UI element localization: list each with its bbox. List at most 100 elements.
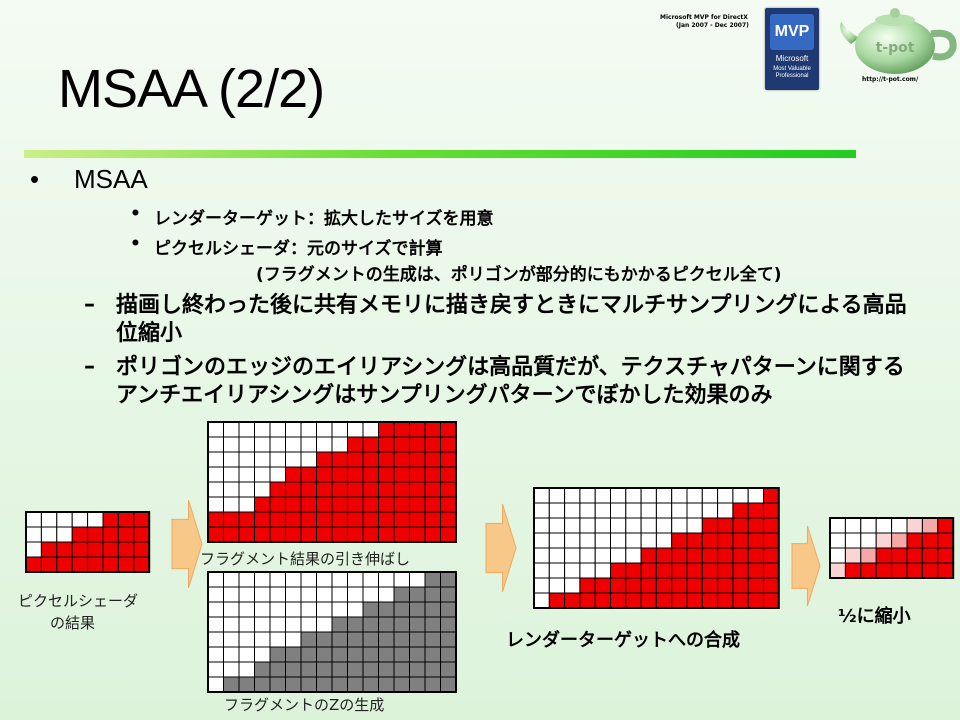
grid-cell xyxy=(829,532,846,549)
grid-cell xyxy=(747,502,765,519)
grid-cell xyxy=(347,586,364,603)
grid-cell xyxy=(71,511,89,528)
grid-cell xyxy=(594,592,612,609)
sub-bullet-marker: • xyxy=(130,204,141,224)
grid-cell xyxy=(747,547,765,564)
grid-cell xyxy=(393,436,410,453)
grid-cell xyxy=(548,562,566,579)
grid-cell xyxy=(254,586,271,603)
grid-cell xyxy=(223,646,240,663)
grid-cell xyxy=(732,562,749,579)
grid-cell xyxy=(362,661,379,678)
grid-cell xyxy=(362,436,379,453)
grid-cell xyxy=(117,526,135,543)
grid-cell xyxy=(40,541,58,558)
grid-cell xyxy=(747,592,765,609)
grid-cell xyxy=(640,502,657,519)
pixel-shader-grid xyxy=(25,511,151,573)
grid-cell xyxy=(564,502,581,519)
grid-cell xyxy=(686,592,703,609)
grid-cell xyxy=(747,487,765,504)
grid-cell xyxy=(316,586,333,603)
grid-cell xyxy=(300,496,317,513)
grid-cell xyxy=(300,586,317,603)
grid-cell xyxy=(285,436,302,453)
grid-cell xyxy=(378,616,395,633)
grid-cell xyxy=(133,541,150,558)
grid-cell xyxy=(424,676,441,693)
grid-cell xyxy=(378,526,395,543)
grid-cell xyxy=(701,547,719,564)
grid-cell xyxy=(25,541,42,558)
grid-cell xyxy=(409,586,426,603)
grid-cell xyxy=(56,511,73,528)
grid-cell xyxy=(269,631,286,648)
grid-cell xyxy=(285,466,302,483)
grid-cell xyxy=(331,526,348,543)
grid-cell xyxy=(610,517,627,534)
grid-cell xyxy=(102,511,119,528)
grid-cell xyxy=(331,571,348,588)
grid-cell xyxy=(763,577,780,594)
grid-cell xyxy=(625,547,642,564)
grid-cell xyxy=(347,676,364,693)
grid-cell xyxy=(25,511,42,528)
grid-cell xyxy=(906,517,923,534)
grid-cell xyxy=(440,421,457,438)
grid-cell xyxy=(331,661,348,678)
grid-cell xyxy=(87,556,104,573)
grid-cell xyxy=(71,541,89,558)
grid-cell xyxy=(533,502,550,519)
grid-cell xyxy=(362,481,379,498)
grid-cell xyxy=(625,502,642,519)
grid-cell xyxy=(594,502,612,519)
grid-cell xyxy=(409,511,426,528)
grid-cell xyxy=(548,592,566,609)
grid-cell xyxy=(285,571,302,588)
grid-cell xyxy=(71,526,89,543)
grid-cell xyxy=(316,616,333,633)
grid-cell xyxy=(285,421,302,438)
grid-cell xyxy=(378,631,395,648)
grid-cell xyxy=(594,517,612,534)
grid-cell xyxy=(316,451,333,468)
grid-cell xyxy=(860,532,877,549)
grid-cell xyxy=(424,451,441,468)
grid-cell xyxy=(362,421,379,438)
grid-cell xyxy=(238,571,255,588)
grid-cell xyxy=(747,532,765,549)
grid-cell xyxy=(717,502,734,519)
grid-cell xyxy=(285,526,302,543)
grid-cell xyxy=(686,547,703,564)
sub-bullet-note-text: (フラグメントの生成は、ポリゴンが部分的にもかかるピクセル全て) xyxy=(256,265,782,285)
grid-cell xyxy=(238,511,255,528)
grid-cell xyxy=(579,487,596,504)
caption-pixel-shader-line2: の結果 xyxy=(50,614,96,632)
grid-cell xyxy=(269,601,286,618)
grid-cell xyxy=(440,496,457,513)
grid-cell xyxy=(254,646,271,663)
grid-cell xyxy=(223,661,240,678)
grid-cell xyxy=(844,517,862,534)
grid-cell xyxy=(300,421,317,438)
grid-cell xyxy=(331,586,348,603)
grid-cell xyxy=(625,592,642,609)
grid-cell xyxy=(269,661,286,678)
grid-cell xyxy=(533,517,550,534)
arrow-icon xyxy=(171,499,203,589)
grid-cell xyxy=(362,646,379,663)
grid-cell xyxy=(362,601,379,618)
grid-cell xyxy=(316,676,333,693)
grid-cell xyxy=(610,502,627,519)
grid-cell xyxy=(393,601,410,618)
grid-cell xyxy=(844,562,862,579)
grid-cell xyxy=(875,532,893,549)
grid-cell xyxy=(362,496,379,513)
grid-cell xyxy=(347,571,364,588)
grid-cell xyxy=(269,646,286,663)
grid-cell xyxy=(891,562,908,579)
grid-cell xyxy=(316,421,333,438)
grid-cell xyxy=(625,562,642,579)
grid-cell xyxy=(533,487,550,504)
grid-cell xyxy=(860,517,877,534)
